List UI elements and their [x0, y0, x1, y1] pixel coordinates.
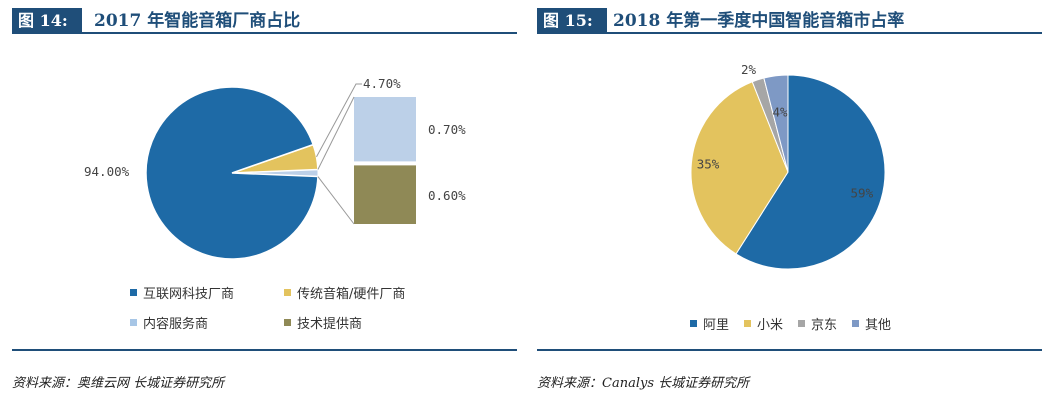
label-other: 4% — [772, 104, 788, 119]
pie-slice-ali — [735, 74, 886, 270]
legend-swatch — [130, 289, 137, 296]
pie-slice-other — [763, 74, 789, 173]
right-title-bar: 图 15: 2018 年第一季度中国智能音箱市占率 — [537, 8, 1042, 34]
label-internet: 94.00% — [84, 164, 130, 179]
legend-label: 京东 — [811, 318, 838, 333]
legend-label: 其他 — [865, 318, 892, 333]
left-chart-title: 2017 年智能音箱厂商占比 — [94, 11, 301, 31]
left-legend: 互联网科技厂商 传统音箱/硬件厂商 内容服务商 技术提供商 — [12, 283, 517, 343]
legend-swatch — [130, 319, 137, 326]
legend-item-content: 内容服务商 — [130, 313, 208, 332]
legend-item-xiaomi: 小米 — [744, 314, 783, 333]
connector-line-top — [317, 96, 355, 170]
right-figure-tag: 图 15: — [537, 8, 607, 34]
legend-swatch — [798, 320, 805, 327]
left-source: 资料来源：奥维云网 长城证券研究所 — [12, 376, 225, 391]
legend-item-hardware: 传统音箱/硬件厂商 — [284, 283, 405, 302]
label-jd: 2% — [741, 62, 757, 77]
legend-label: 技术提供商 — [297, 317, 363, 332]
legend-item-tech: 技术提供商 — [284, 313, 362, 332]
breakout-bar-tech — [354, 165, 416, 224]
legend-label: 传统音箱/硬件厂商 — [297, 287, 406, 302]
legend-swatch — [852, 320, 859, 327]
legend-swatch — [284, 319, 291, 326]
leader-hardware — [316, 83, 362, 158]
label-content: 0.70% — [428, 122, 466, 137]
breakout-bar-content — [354, 97, 416, 162]
legend-label: 互联网科技厂商 — [143, 287, 235, 302]
legend-item-ali: 阿里 — [690, 314, 729, 333]
left-pie-chart: 94.00% 4.70% 0.70% 0.60% — [84, 76, 466, 260]
legend-label: 小米 — [757, 318, 784, 333]
right-panel: 图 15: 2018 年第一季度中国智能音箱市占率 59% 35% 2% 4% 阿里 … — [537, 0, 1042, 402]
legend-label: 内容服务商 — [143, 317, 209, 332]
left-title-bar: 图 14: 2017 年智能音箱厂商占比 — [12, 8, 517, 34]
right-source: 资料来源：Canalys 长城证券研究所 — [537, 376, 750, 391]
right-source-rule — [537, 349, 1042, 351]
label-ali: 59% — [851, 186, 874, 201]
right-legend: 阿里 小米 京东 其他 — [537, 314, 1042, 334]
label-xiaomi: 35% — [697, 157, 720, 172]
left-source-rule — [12, 349, 517, 351]
legend-swatch — [690, 320, 697, 327]
label-tech: 0.60% — [428, 188, 466, 203]
legend-item-jd: 京东 — [798, 314, 837, 333]
connector-line-bottom — [317, 176, 355, 225]
legend-item-other: 其他 — [852, 314, 891, 333]
legend-label: 阿里 — [703, 318, 730, 333]
label-hardware: 4.70% — [363, 76, 401, 91]
right-pie-chart: 59% 35% 2% 4% — [690, 62, 886, 270]
legend-item-internet: 互联网科技厂商 — [130, 283, 234, 302]
left-figure-tag: 图 14: — [12, 8, 82, 34]
legend-swatch — [284, 289, 291, 296]
pie-slice-xiaomi — [690, 81, 789, 255]
legend-swatch — [744, 320, 751, 327]
pie-slice-internet — [145, 86, 319, 260]
right-chart-title: 2018 年第一季度中国智能音箱市占率 — [613, 11, 905, 31]
left-panel: 图 14: 2017 年智能音箱厂商占比 94.00% 4.70% 0.70% 0.6… — [12, 0, 517, 402]
